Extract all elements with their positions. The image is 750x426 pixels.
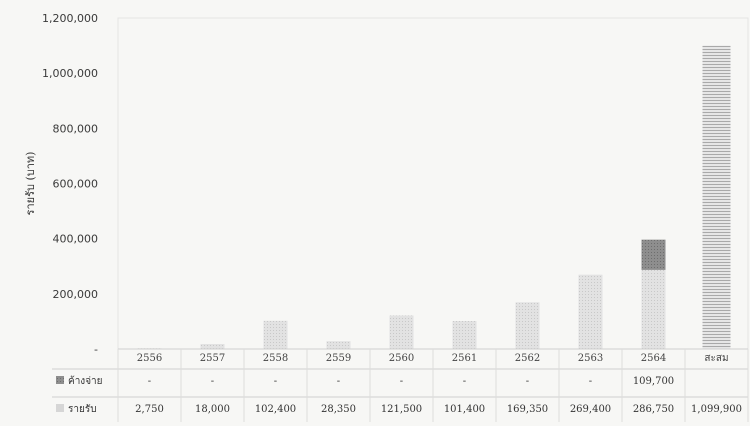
bar-income: [515, 302, 540, 349]
legend-swatch-income: [56, 404, 64, 412]
data-label-income: 28,350: [321, 404, 356, 415]
y-tick-label: 400,000: [53, 233, 99, 246]
x-tick-label: 2559: [326, 353, 351, 364]
data-label-income: 101,400: [444, 404, 485, 415]
y-tick-label: 600,000: [53, 178, 99, 191]
bar-income: [452, 321, 477, 349]
data-label-income: 286,750: [633, 404, 674, 415]
legend-swatch-outstanding: [56, 376, 64, 384]
data-label-income: 102,400: [255, 404, 296, 415]
y-tick-label: 800,000: [53, 122, 99, 135]
data-label-outstanding: -: [526, 376, 529, 387]
data-label-outstanding: -: [463, 376, 466, 387]
bar-income: [389, 315, 414, 349]
x-tick-label: สะสม: [704, 353, 728, 364]
x-tick-label: 2562: [515, 353, 540, 364]
y-tick-label: 1,200,000: [42, 12, 98, 25]
bar-income: [326, 341, 351, 349]
data-label-income: 2,750: [135, 404, 164, 415]
data-label-outstanding: 109,700: [633, 376, 674, 387]
y-tick-label: 1,000,000: [42, 67, 98, 80]
data-label-outstanding: -: [148, 376, 151, 387]
bar-income: [578, 274, 603, 349]
x-tick-label: 2558: [263, 353, 288, 364]
bar-outstanding: [641, 239, 666, 270]
data-label-outstanding: -: [211, 376, 214, 387]
bar-income: [641, 269, 666, 349]
x-tick-label: 2563: [578, 353, 603, 364]
data-label-income: 269,400: [570, 404, 611, 415]
x-tick-label: 2564: [641, 353, 666, 364]
y-tick-label: -: [94, 343, 98, 356]
bar-income: [263, 320, 288, 349]
bar-income: [200, 344, 225, 349]
data-label-outstanding: -: [274, 376, 277, 387]
data-label-income: 169,350: [507, 404, 548, 415]
data-label-income: 1,099,900: [691, 404, 742, 415]
x-tick-label: 2557: [200, 353, 225, 364]
bar-cumulative-income: [702, 45, 731, 350]
data-label-income: 18,000: [195, 404, 230, 415]
data-label-outstanding: -: [400, 376, 403, 387]
y-axis-label: รายรับ (บาท): [24, 152, 37, 216]
x-tick-label: 2561: [452, 353, 477, 364]
y-tick-label: 200,000: [53, 288, 99, 301]
data-label-income: 121,500: [381, 404, 422, 415]
legend-label-outstanding: ค้างจ่าย: [68, 375, 103, 387]
x-tick-label: 2556: [137, 353, 162, 364]
data-label-outstanding: -: [589, 376, 592, 387]
x-tick-label: 2560: [389, 353, 414, 364]
data-label-outstanding: -: [337, 376, 340, 387]
legend-label-income: รายรับ: [68, 404, 97, 415]
